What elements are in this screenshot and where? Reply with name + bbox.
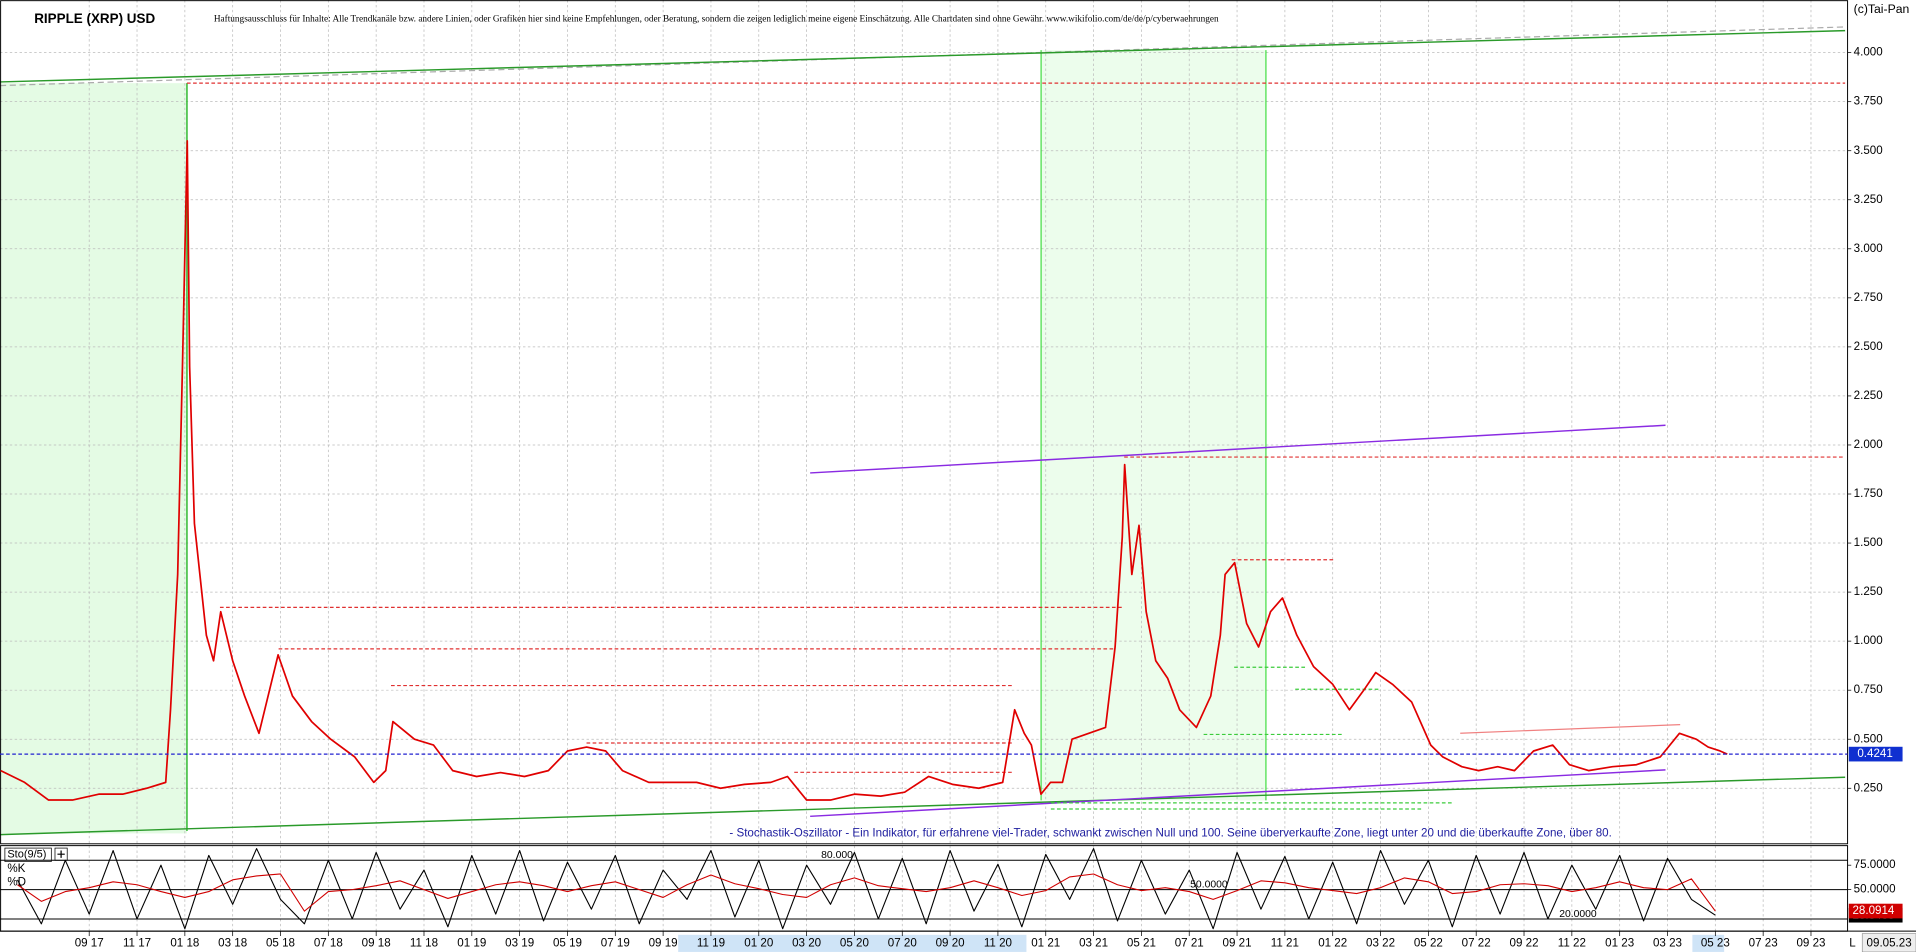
y-tick-label: 50.0000 — [1854, 883, 1896, 896]
x-tick-label: 03 18 — [218, 936, 247, 949]
y-tick-label: 0.500 — [1854, 732, 1883, 745]
series-line — [16, 848, 1716, 930]
x-tick-label: 11 22 — [1558, 936, 1586, 949]
legend-entry: %K — [7, 862, 25, 875]
x-tick-label: 05 18 — [266, 936, 295, 949]
trend-line — [0, 29, 1846, 83]
indicator-name: Sto(9/5) — [7, 849, 46, 861]
y-tick-label: 3.500 — [1854, 144, 1883, 157]
x-tick-label: 11 21 — [1271, 936, 1299, 949]
y-tick-label: 3.250 — [1854, 193, 1883, 206]
x-tick-label: 01 21 — [1031, 936, 1060, 949]
x-tick-label: 05 21 — [1127, 936, 1156, 949]
x-tick-label: 03 22 — [1366, 936, 1395, 949]
drawings — [0, 26, 1846, 836]
x-tick-label: 01 23 — [1605, 936, 1634, 949]
grid — [0, 0, 1848, 932]
y-tick-label: 4.000 — [1854, 46, 1883, 59]
x-tick-label: 07 21 — [1175, 936, 1204, 949]
x-tick-label: 01 18 — [170, 936, 199, 949]
levels — [186, 82, 1846, 773]
series-line — [0, 140, 1728, 801]
legend-entry: %D — [7, 875, 26, 888]
x-tick-label: 03 21 — [1079, 936, 1108, 949]
x-tick-label: 09 23 — [1796, 936, 1825, 949]
x-tick-label: 07 22 — [1462, 936, 1491, 949]
zone — [1041, 50, 1266, 801]
last-value-box — [1848, 903, 1903, 919]
y-tick-label: 0.750 — [1854, 683, 1883, 696]
x-tick-label: 03 20 — [792, 936, 821, 949]
annotation: - Stochastik-Oszillator - Ein Indikator,… — [729, 826, 1611, 839]
price-frame — [0, 0, 1849, 845]
levels — [1050, 666, 1455, 810]
date-label: 09.05.23 — [1867, 936, 1912, 949]
y-tick-label: 2.250 — [1854, 389, 1883, 402]
y-tick-label: 2.750 — [1854, 291, 1883, 304]
trend-line — [0, 776, 1846, 836]
source: (c)Tai-Pan — [1854, 2, 1910, 16]
x-tick-label: 09 20 — [936, 936, 965, 949]
trend-line — [810, 424, 1666, 474]
x-tick-label: 07 23 — [1749, 936, 1778, 949]
x-tick-label: 11 17 — [123, 936, 151, 949]
y-tick-label: 1.500 — [1854, 536, 1883, 549]
indicator-box — [4, 847, 52, 862]
y-tick-label: 0.250 — [1854, 781, 1883, 794]
chart-title: RIPPLE (XRP) USD — [34, 11, 155, 26]
trend-line — [810, 769, 1666, 818]
x-tick-label: 01 22 — [1318, 936, 1347, 949]
y-tick-label: 3.750 — [1854, 95, 1883, 108]
x-tick-label: 11 19 — [697, 936, 725, 949]
y-tick-label: 1.250 — [1854, 585, 1883, 598]
y-tick-label: 3.000 — [1854, 242, 1883, 255]
current-price-box — [1848, 746, 1903, 762]
trend-line — [1460, 724, 1681, 734]
highlight — [1692, 934, 1725, 952]
x-tick-label: 05 22 — [1414, 936, 1443, 949]
x-tick-label: 03 23 — [1653, 936, 1682, 949]
series-line — [17, 873, 1716, 912]
level-label: 50.0000 — [1190, 879, 1228, 890]
y-tick-label: 2.000 — [1854, 438, 1883, 451]
highlight — [678, 934, 1027, 952]
x-tick-label: 07 18 — [314, 936, 343, 949]
x-tick-label: 05 23 — [1701, 936, 1730, 949]
x-tick-label: 01 19 — [457, 936, 486, 949]
zone — [0, 83, 187, 834]
level-label: 80.000 — [821, 850, 853, 861]
x-tick-label: 01 20 — [744, 936, 773, 949]
x-tick-label: 09 18 — [362, 936, 391, 949]
end-label: L — [1849, 936, 1856, 949]
x-tick-label: 05 20 — [840, 936, 869, 949]
x-tick-label: 11 20 — [984, 936, 1012, 949]
y-tick-label: 1.000 — [1854, 634, 1883, 647]
y-tick-label: 75.0000 — [1854, 858, 1896, 871]
x-tick-label: 03 19 — [505, 936, 534, 949]
plus-icon — [57, 850, 65, 858]
level-label: 20.0000 — [1559, 909, 1597, 920]
x-tick-label: 07 19 — [601, 936, 630, 949]
x-tick-label: 09 19 — [649, 936, 678, 949]
x-tick-label: 07 20 — [888, 936, 917, 949]
y-tick-label: 2.500 — [1854, 340, 1883, 353]
x-tick-label: 09 17 — [75, 936, 104, 949]
x-tick-label: 09 22 — [1510, 936, 1539, 949]
x-tick-label: 11 18 — [410, 936, 438, 949]
current-price-label: 0.4241 — [1857, 747, 1892, 760]
disclaimer: Haftungsausschluss für Inhalte: Alle Tre… — [214, 15, 1219, 25]
y-tick-label: 1.750 — [1854, 487, 1883, 500]
x-tick-label: 09 21 — [1223, 936, 1252, 949]
last-value: 28.0914 — [1852, 904, 1894, 917]
x-tick-label: 05 19 — [553, 936, 582, 949]
